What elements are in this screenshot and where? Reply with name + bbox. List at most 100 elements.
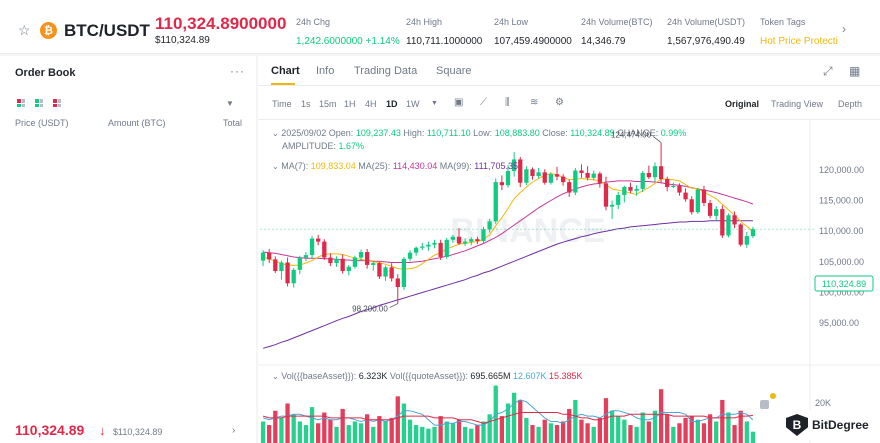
stat-value: 107,459.4900000 (494, 36, 572, 47)
candle-body (609, 204, 615, 207)
candle-body (456, 236, 462, 244)
fullscreen-icon[interactable]: ⤢ (823, 64, 833, 78)
volume-bar (322, 412, 327, 443)
volume-bar (689, 416, 694, 443)
last-price-usd: $110,324.89 (155, 35, 210, 46)
stat-label: 24h Volume(USDT) (667, 17, 746, 27)
volume-bar (401, 403, 407, 443)
change-value: 0.99% (660, 128, 687, 138)
both-sides-icon[interactable] (17, 99, 25, 107)
candle-body (726, 215, 731, 236)
candle-body (738, 224, 743, 245)
timeframe-time[interactable]: Time (272, 99, 292, 109)
candle-body (603, 183, 609, 207)
volume-bar (609, 410, 615, 443)
volume-bar (567, 408, 572, 443)
candle-body (365, 252, 370, 265)
amplitude-legend: AMPLITUDE: 1.67% (282, 141, 364, 151)
volume-bar (524, 417, 529, 443)
candle-body (407, 252, 413, 259)
volume-bar (407, 419, 413, 443)
high-value: 110,711.10 (426, 128, 471, 138)
volume-bar (720, 399, 725, 443)
candle-body (689, 199, 694, 213)
stat-label: 24h Chg (296, 17, 331, 27)
settings-icon[interactable]: ⚙ (555, 97, 564, 108)
candle-body (395, 278, 400, 288)
volume-bar (683, 417, 688, 443)
candle-body (383, 267, 388, 277)
volume-bar (352, 421, 358, 443)
amplitude-label: AMPLITUDE: (282, 141, 337, 151)
ma7-line (262, 172, 754, 270)
volume-bar (646, 421, 651, 443)
candle-body (493, 182, 498, 222)
tab-chart[interactable]: Chart (271, 65, 300, 77)
tab-trading-data[interactable]: Trading Data (354, 65, 418, 77)
token-tags-value[interactable]: Hot Price Protectio (760, 36, 838, 47)
chevron-right-icon[interactable]: › (842, 22, 846, 36)
volume-bar (309, 407, 315, 443)
volume-bar (603, 398, 609, 443)
timeframe-4h[interactable]: 4H (365, 99, 377, 109)
chevron-down-icon[interactable]: ⌄ (272, 372, 279, 381)
tab-info[interactable]: Info (316, 65, 335, 77)
chevron-down-icon[interactable]: ⌄ (272, 129, 279, 138)
volume-bar (518, 399, 523, 443)
candle-body (505, 171, 511, 186)
tab-square[interactable]: Square (436, 65, 472, 77)
candlestick-chart[interactable]: BINANCE 120,000.00 115,000.00 110,000.00 10… (258, 120, 880, 443)
view-trading-view[interactable]: Trading View (771, 99, 824, 109)
vol-quote-label: Vol({{quoteAsset}}): (389, 371, 468, 381)
alert-bell-icon[interactable] (760, 393, 776, 409)
view-original[interactable]: Original (725, 99, 760, 109)
arrow-down-icon: ↓ (99, 423, 106, 438)
volume-bar (469, 428, 474, 443)
volume-bar (677, 423, 682, 443)
close-label: Close: (542, 128, 568, 138)
candle-body (487, 221, 492, 230)
candle-body (597, 173, 602, 184)
timeframe-dropdown-icon[interactable]: ▼ (431, 100, 438, 107)
timeframe-1w[interactable]: 1W (406, 99, 420, 109)
calendar-icon[interactable]: ▣ (454, 97, 464, 108)
more-options-icon[interactable]: ··· (230, 64, 245, 78)
trading-pair[interactable]: BTC/USDT (64, 21, 150, 40)
view-depth[interactable]: Depth (838, 99, 863, 109)
asks-only-icon[interactable] (53, 99, 61, 107)
candle-body (530, 169, 535, 176)
vol-ma10-line (262, 412, 753, 424)
btc-coin-icon: ₿ (40, 22, 57, 39)
column-price: Price (USDT) (15, 118, 69, 128)
timeframe-15m[interactable]: 15m (319, 99, 337, 109)
timeframe-1h[interactable]: 1H (344, 99, 356, 109)
candle-body (309, 238, 315, 256)
volume-bar (487, 414, 492, 443)
candle-body (560, 176, 566, 183)
volume-bar (738, 410, 743, 443)
open-label: Open: (328, 128, 354, 138)
chevron-right-icon[interactable]: › (232, 425, 236, 436)
volume-bar (591, 426, 596, 443)
volume-bar (634, 426, 639, 443)
chevron-down-icon[interactable]: ⌄ (272, 162, 279, 171)
volume-bar (658, 389, 664, 443)
timeframe-1d[interactable]: 1D (386, 99, 398, 109)
ma7-value: 109,833.04 (310, 161, 356, 171)
price-tick-label: 115,000.00 (819, 196, 863, 206)
volume-bar (695, 419, 700, 443)
line-chart-icon[interactable]: ⟋ (480, 97, 487, 108)
bids-only-icon[interactable] (35, 99, 43, 107)
candle-type-icon[interactable]: ⫼ (505, 97, 510, 108)
column-amount: Amount (BTC) (108, 118, 166, 128)
ma99-line (262, 220, 753, 349)
volume-bar (585, 423, 590, 443)
precision-dropdown-icon[interactable]: ▼ (226, 99, 234, 108)
candle-body (358, 252, 364, 258)
favorite-star-icon[interactable]: ☆ (18, 22, 31, 38)
timeframe-1s[interactable]: 1s (301, 99, 311, 109)
volume-bar (462, 426, 468, 443)
volume-bar (622, 419, 627, 443)
indicators-icon[interactable]: ≋ (530, 97, 539, 108)
grid-layout-icon[interactable]: ▦ (849, 64, 861, 78)
